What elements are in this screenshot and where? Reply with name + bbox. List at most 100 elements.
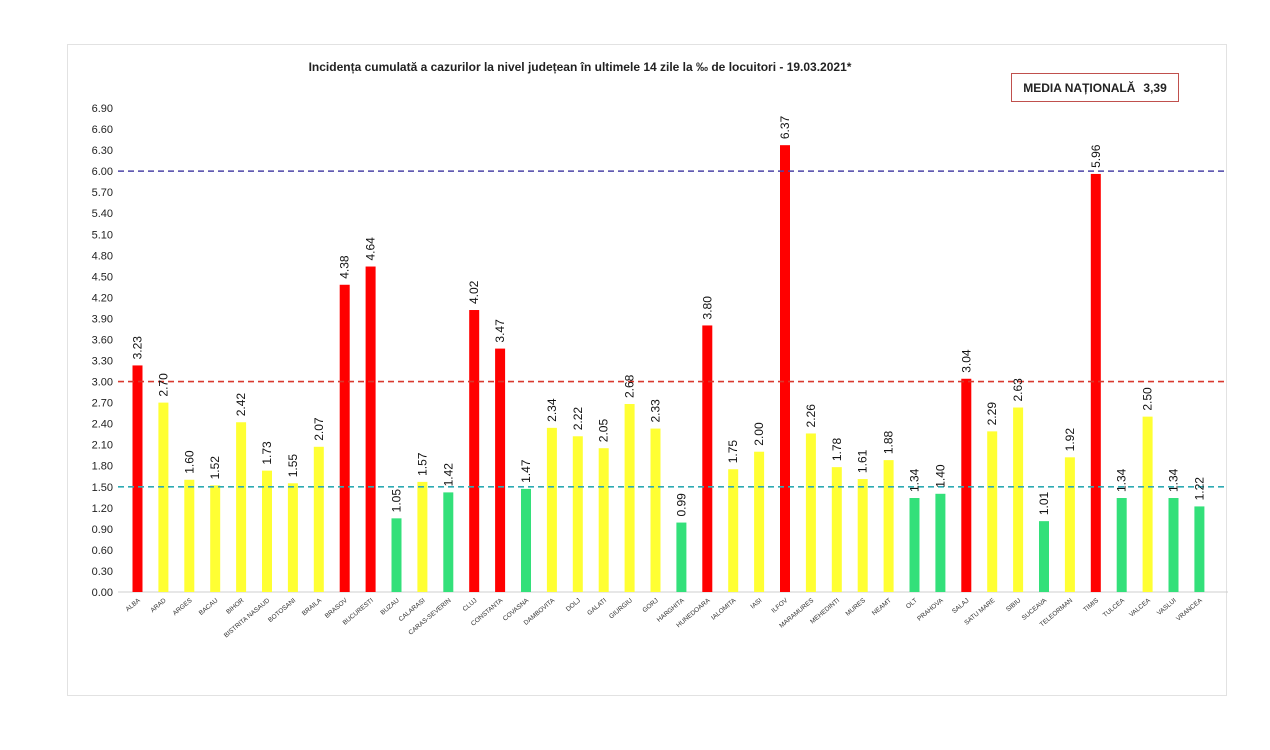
y-tick-label: 3.60 — [92, 334, 113, 346]
value-label: 4.02 — [467, 280, 481, 304]
bar — [391, 518, 402, 592]
x-tick-label: OLT — [905, 597, 919, 610]
y-tick-label: 5.10 — [92, 229, 113, 241]
x-tick-label: ARGES — [172, 597, 194, 617]
bar — [624, 404, 635, 592]
value-label: 2.22 — [571, 407, 585, 431]
bar — [831, 467, 842, 592]
bar — [417, 481, 428, 592]
value-label: 1.47 — [519, 459, 533, 483]
bar — [909, 498, 920, 592]
bar — [961, 378, 972, 592]
bar — [728, 469, 739, 592]
x-tick-label: BIHOR — [225, 597, 246, 616]
x-tick-label: BACAU — [198, 597, 220, 617]
value-label: 1.34 — [908, 468, 922, 492]
y-tick-label: 3.30 — [92, 356, 113, 368]
bar — [1116, 498, 1127, 592]
bar — [598, 448, 609, 592]
y-tick-label: 5.70 — [92, 187, 113, 199]
value-label: 2.63 — [1011, 378, 1025, 402]
value-label: 1.55 — [286, 454, 300, 478]
bar — [210, 485, 221, 592]
y-tick-label: 4.50 — [92, 271, 113, 283]
value-label: 2.42 — [234, 393, 248, 417]
x-tick-label: TULCEA — [1102, 597, 1127, 619]
y-tick-label: 2.70 — [92, 398, 113, 410]
bar — [1090, 173, 1101, 593]
bar — [313, 446, 324, 592]
x-tick-label: DOLJ — [565, 597, 582, 613]
value-label: 1.52 — [208, 456, 222, 480]
bar — [495, 348, 506, 592]
national-average-value: 3,39 — [1143, 80, 1167, 95]
value-label: 1.05 — [390, 489, 404, 513]
value-label: 3.80 — [700, 296, 714, 320]
x-tick-label: ARAD — [149, 597, 168, 614]
x-tick-label: BRASOV — [324, 597, 350, 620]
bar — [650, 428, 661, 592]
x-tick-label: VASLUI — [1156, 597, 1178, 617]
value-label: 4.38 — [338, 255, 352, 279]
x-tick-label: SIBIU — [1005, 597, 1023, 613]
x-tick-label: BUZAU — [379, 597, 401, 617]
value-label: 1.78 — [830, 437, 844, 461]
y-tick-label: 3.00 — [92, 377, 113, 389]
x-tick-label: NEAMT — [871, 597, 893, 617]
bar — [132, 365, 143, 592]
value-label: 2.68 — [623, 374, 637, 398]
value-label: 2.26 — [804, 404, 818, 428]
value-label: 2.29 — [985, 402, 999, 426]
x-tick-label: VALCEA — [1128, 597, 1152, 619]
value-label: 5.96 — [1089, 144, 1103, 168]
chart-frame — [67, 44, 1227, 696]
x-tick-label: BOTOSANI — [267, 597, 297, 624]
y-tick-label: 5.40 — [92, 208, 113, 220]
value-label: 1.75 — [726, 440, 740, 464]
x-tick-label: IASI — [749, 597, 763, 610]
y-tick-label: 0.00 — [92, 587, 113, 599]
x-tick-label: PRAHOVA — [916, 597, 945, 623]
value-label: 1.73 — [260, 441, 274, 465]
y-tick-label: 6.90 — [92, 103, 113, 115]
value-label: 3.04 — [959, 349, 973, 373]
x-tick-label: BRAILA — [301, 597, 324, 618]
bar — [1013, 407, 1024, 592]
bar — [702, 325, 713, 592]
value-label: 1.92 — [1063, 428, 1077, 452]
value-label: 1.88 — [882, 430, 896, 454]
bar — [935, 493, 946, 592]
chart-title: Incidența cumulată a cazurilor la nivel … — [308, 60, 852, 74]
x-tick-label: TIMIS — [1082, 597, 1100, 614]
value-label: 1.60 — [182, 450, 196, 474]
value-label: 2.05 — [597, 419, 611, 443]
y-tick-label: 6.00 — [92, 166, 113, 178]
bar — [443, 492, 454, 592]
value-label: 2.34 — [545, 398, 559, 422]
bar — [236, 422, 247, 592]
bar — [1168, 498, 1179, 592]
bar — [987, 431, 998, 592]
bar — [754, 451, 765, 592]
x-tick-label: ILFOV — [770, 597, 789, 615]
value-label: 1.01 — [1037, 491, 1051, 515]
bar — [469, 310, 480, 592]
bar — [521, 488, 531, 592]
value-label: 6.37 — [778, 115, 792, 139]
bar — [546, 427, 557, 592]
x-tick-label: MURES — [844, 597, 867, 618]
x-tick-label: GALATI — [586, 597, 608, 617]
bar — [262, 470, 272, 592]
x-tick-label: IALOMITA — [710, 597, 738, 622]
national-average-label: MEDIA NAȚIONALĂ — [1023, 80, 1136, 95]
value-label: 1.34 — [1167, 468, 1181, 492]
value-label: 2.70 — [156, 373, 170, 397]
bar — [158, 402, 169, 592]
value-label: 3.23 — [131, 336, 145, 360]
value-label: 1.34 — [1115, 468, 1129, 492]
bar — [857, 479, 868, 592]
value-label: 1.40 — [933, 464, 947, 488]
bar — [1142, 416, 1153, 592]
bar — [676, 522, 687, 592]
